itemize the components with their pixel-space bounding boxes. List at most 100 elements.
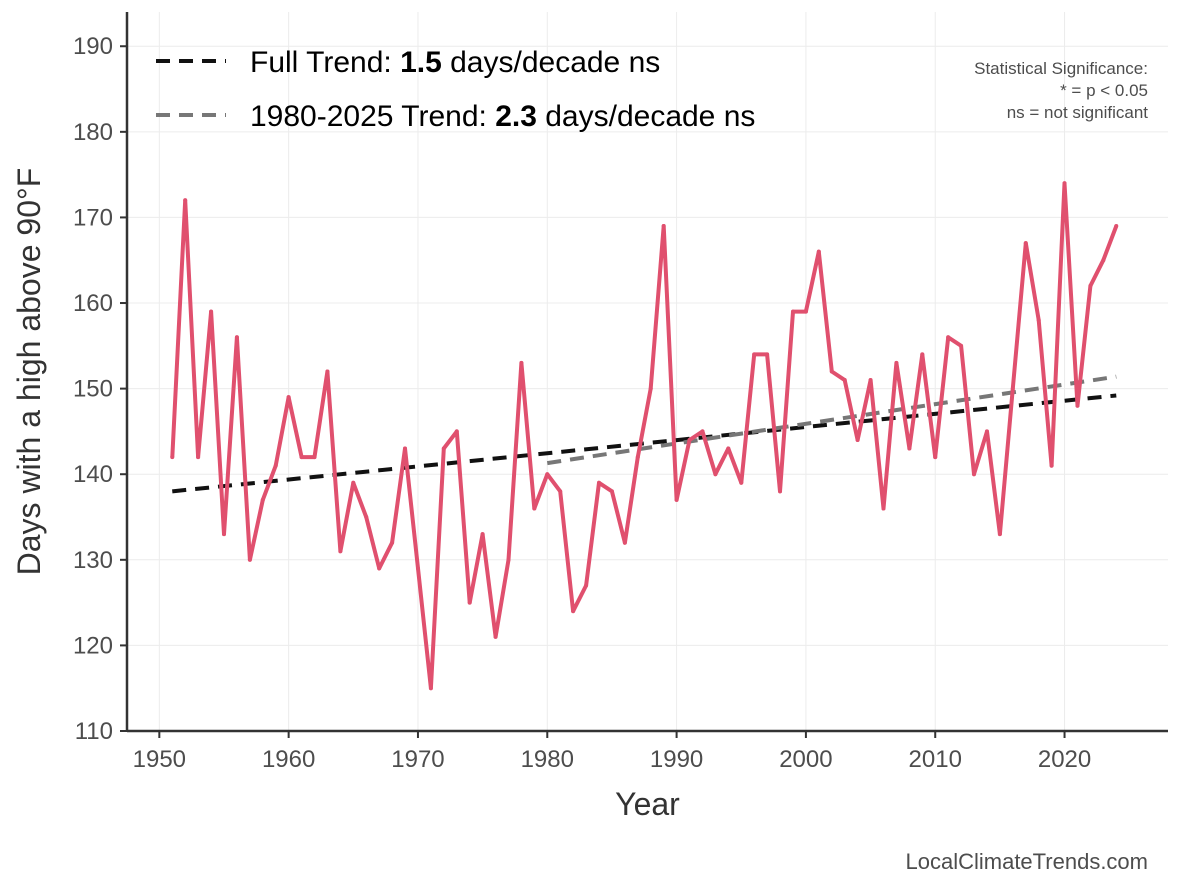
data-point bbox=[299, 455, 304, 460]
data-point bbox=[571, 609, 576, 614]
data-point bbox=[519, 360, 524, 365]
data-point bbox=[377, 566, 382, 571]
data-point bbox=[338, 549, 343, 554]
x-tick-label: 1970 bbox=[391, 746, 444, 773]
legend-trend-value: 2.3 bbox=[495, 100, 537, 133]
data-point bbox=[1114, 223, 1119, 228]
data-point bbox=[493, 634, 498, 639]
data-point bbox=[532, 506, 537, 511]
data-point bbox=[221, 532, 226, 537]
data-point bbox=[209, 309, 214, 314]
data-point bbox=[364, 515, 369, 520]
legend: Full Trend: 1.5 days/decade ns 1980-2025… bbox=[156, 46, 755, 133]
data-point bbox=[545, 472, 550, 477]
data-point bbox=[997, 532, 1002, 537]
data-point bbox=[868, 378, 873, 383]
data-point bbox=[855, 437, 860, 442]
data-point bbox=[946, 335, 951, 340]
data-point bbox=[1075, 403, 1080, 408]
data-point bbox=[609, 489, 614, 494]
data-point bbox=[170, 455, 175, 460]
y-tick-label: 110 bbox=[75, 718, 113, 745]
data-point bbox=[842, 378, 847, 383]
data-point bbox=[829, 369, 834, 374]
data-point bbox=[881, 506, 886, 511]
data-point bbox=[1101, 258, 1106, 263]
data-point bbox=[622, 540, 627, 545]
legend-suffix: days/decade ns bbox=[537, 100, 755, 133]
axes bbox=[120, 12, 1168, 738]
x-tick-label: 1960 bbox=[262, 746, 315, 773]
data-point bbox=[1010, 386, 1015, 391]
legend-suffix: days/decade ns bbox=[442, 46, 660, 79]
data-point bbox=[584, 583, 589, 588]
data-point bbox=[196, 455, 201, 460]
legend-prefix: 1980-2025 Trend: bbox=[250, 100, 495, 133]
data-point bbox=[648, 386, 653, 391]
data-point bbox=[778, 489, 783, 494]
x-tick-label: 1990 bbox=[650, 746, 703, 773]
data-point bbox=[972, 472, 977, 477]
data-point bbox=[506, 557, 511, 562]
data-point bbox=[894, 360, 899, 365]
data-point bbox=[183, 198, 188, 203]
data-point bbox=[415, 566, 420, 571]
data-point bbox=[920, 352, 925, 357]
data-point bbox=[1023, 241, 1028, 246]
data-point bbox=[907, 446, 912, 451]
data-point bbox=[674, 497, 679, 502]
data-point bbox=[959, 343, 964, 348]
y-tick-label: 150 bbox=[73, 376, 113, 403]
y-axis-title: Days with a high above 90°F bbox=[11, 168, 47, 576]
data-point bbox=[984, 429, 989, 434]
data-point bbox=[467, 600, 472, 605]
data-point bbox=[441, 446, 446, 451]
x-tick-label: 2010 bbox=[909, 746, 962, 773]
data-point bbox=[1088, 283, 1093, 288]
data-point bbox=[765, 352, 770, 357]
y-tick-label: 190 bbox=[73, 33, 113, 60]
trend-lines bbox=[172, 374, 1117, 494]
legend-entry-recent-trend: 1980-2025 Trend: 2.3 days/decade ns bbox=[250, 100, 755, 133]
data-series bbox=[170, 181, 1119, 691]
data-point bbox=[933, 455, 938, 460]
data-point bbox=[726, 446, 731, 451]
grid-lines bbox=[127, 12, 1168, 732]
data-point bbox=[234, 335, 239, 340]
data-point bbox=[661, 223, 666, 228]
data-point bbox=[635, 455, 640, 460]
data-point bbox=[312, 455, 317, 460]
data-point bbox=[1049, 463, 1054, 468]
data-point bbox=[558, 489, 563, 494]
data-point bbox=[752, 352, 757, 357]
y-tick-label: 160 bbox=[73, 290, 113, 317]
data-point bbox=[403, 446, 408, 451]
data-point bbox=[1036, 318, 1041, 323]
data-point bbox=[803, 309, 808, 314]
data-point bbox=[597, 480, 602, 485]
data-point bbox=[454, 429, 459, 434]
data-point bbox=[687, 437, 692, 442]
x-tick-label: 2020 bbox=[1038, 746, 1091, 773]
data-point bbox=[700, 429, 705, 434]
data-point bbox=[480, 532, 485, 537]
data-point bbox=[713, 472, 718, 477]
legend-trend-value: 1.5 bbox=[400, 46, 442, 79]
data-point bbox=[325, 369, 330, 374]
significance-note-line: Statistical Significance: bbox=[974, 59, 1148, 78]
x-tick-label: 1950 bbox=[133, 746, 186, 773]
legend-prefix: Full Trend: bbox=[250, 46, 400, 79]
series-line bbox=[170, 181, 1119, 691]
data-point bbox=[816, 249, 821, 254]
y-tick-label: 170 bbox=[73, 204, 113, 231]
significance-note-line: ns = not significant bbox=[1007, 103, 1149, 122]
source-credit: LocalClimateTrends.com bbox=[906, 849, 1149, 874]
significance-note: Statistical Significance: * = p < 0.05 n… bbox=[974, 59, 1148, 122]
data-point bbox=[273, 463, 278, 468]
legend-entry-full-trend: Full Trend: 1.5 days/decade ns bbox=[250, 46, 660, 79]
y-tick-label: 130 bbox=[73, 547, 113, 574]
tick-labels: 1950 1960 1970 1980 1990 2000 2010 2020 110 120 13… bbox=[73, 33, 1091, 773]
data-point bbox=[351, 480, 356, 485]
trend-line-full bbox=[172, 393, 1117, 494]
